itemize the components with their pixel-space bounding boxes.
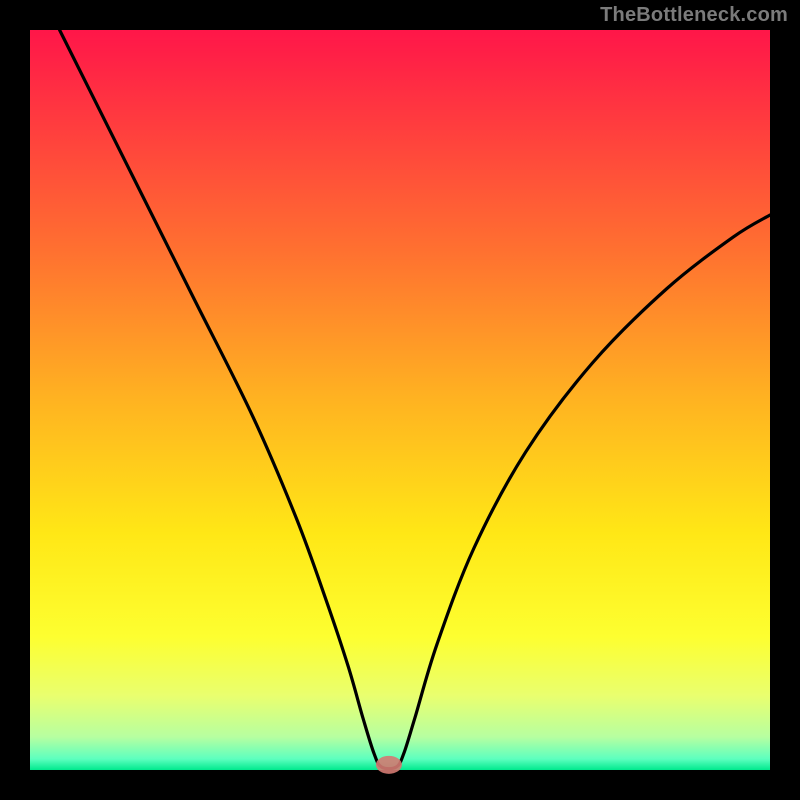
optimum-marker <box>376 756 402 774</box>
plot-background <box>30 30 770 770</box>
bottleneck-chart: TheBottleneck.com <box>0 0 800 800</box>
watermark-label: TheBottleneck.com <box>600 4 788 27</box>
chart-svg <box>0 0 800 800</box>
